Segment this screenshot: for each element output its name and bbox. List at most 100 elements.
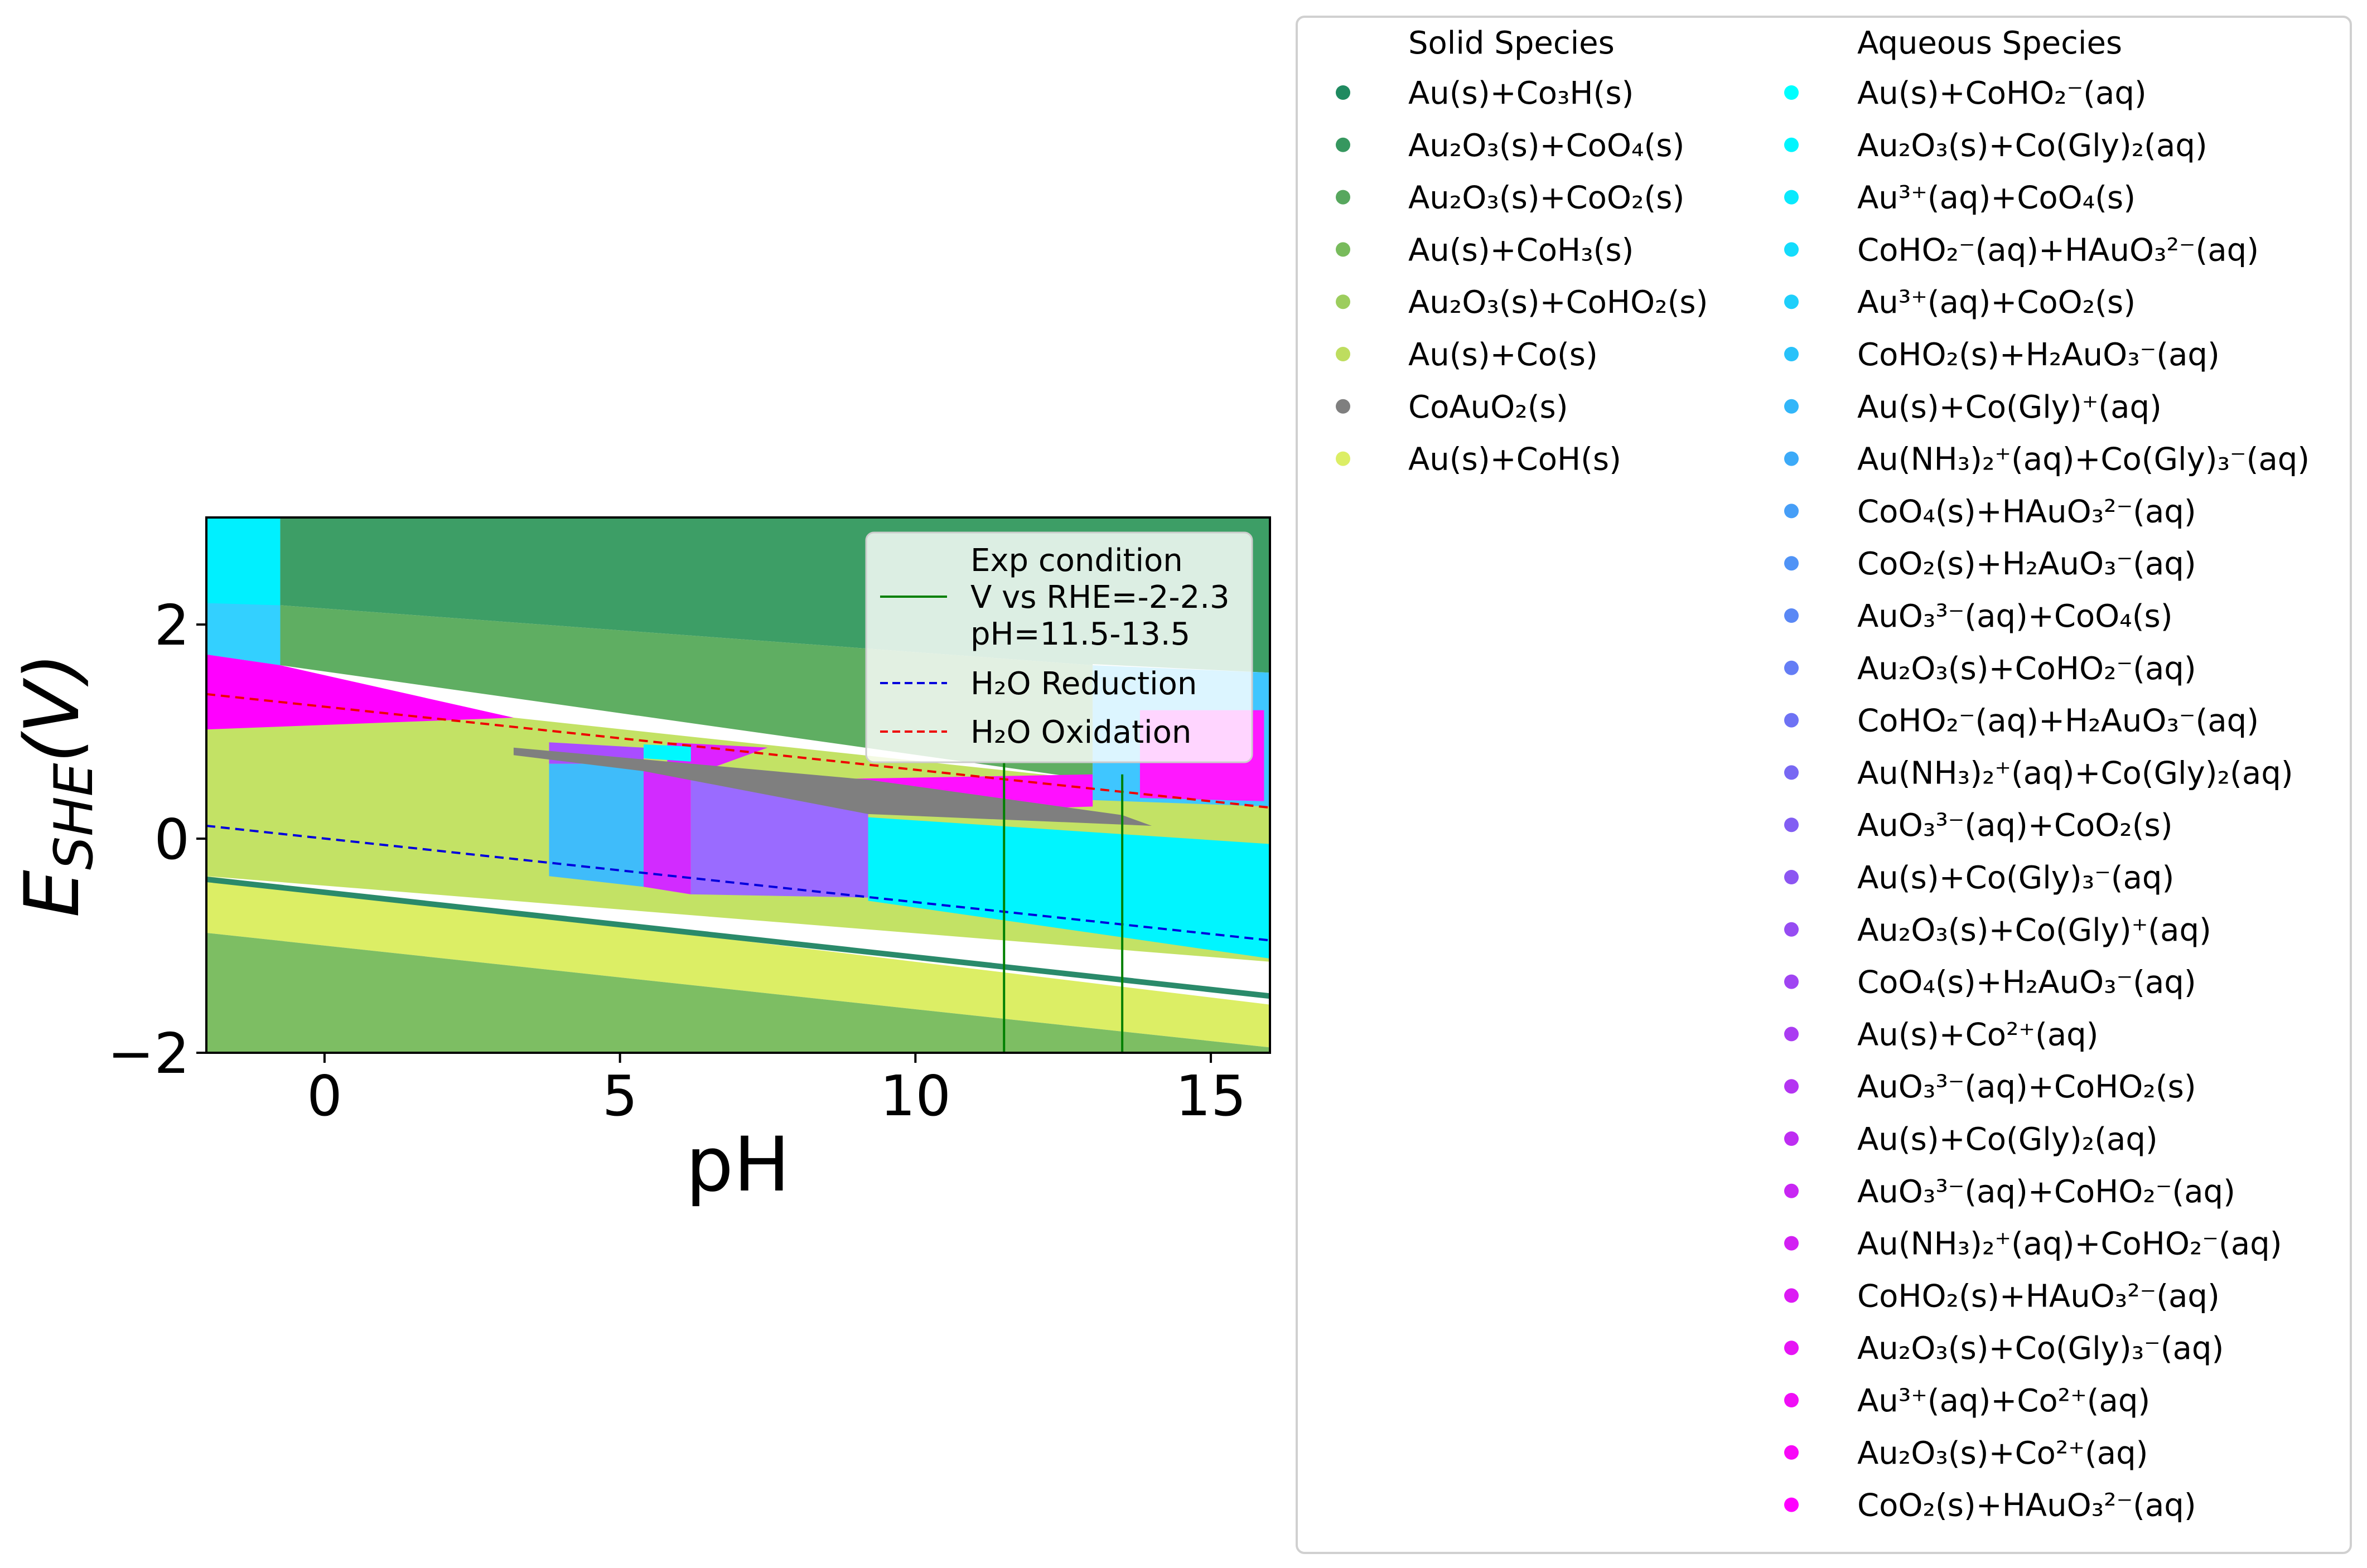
svg-text:ESHE(V): ESHE(V)	[8, 653, 105, 918]
x-tick-label: 0	[307, 1063, 342, 1129]
region-15	[513, 747, 1152, 826]
species-marker	[1784, 242, 1799, 257]
plot-legend-label: H₂O Reduction	[970, 666, 1197, 702]
species-marker	[1336, 451, 1350, 466]
species-marker	[1784, 713, 1799, 728]
species-marker	[1784, 765, 1799, 780]
species-label: Au(s)+Co(s)	[1408, 337, 1598, 373]
species-label: Au(NH₃)₂⁺(aq)+CoHO₂⁻(aq)	[1857, 1226, 2282, 1262]
species-label: Au³⁺(aq)+Co²⁺(aq)	[1857, 1383, 2150, 1419]
species-marker	[1784, 399, 1799, 414]
species-marker	[1784, 347, 1799, 361]
species-label: Au₂O₃(s)+CoHO₂⁻(aq)	[1857, 651, 2196, 687]
species-marker	[1336, 399, 1350, 414]
species-label: Au³⁺(aq)+CoO₄(s)	[1857, 180, 2136, 216]
species-label: Au(s)+CoHO₂⁻(aq)	[1857, 75, 2147, 112]
species-marker	[1784, 190, 1799, 205]
region-13	[868, 817, 1270, 959]
species-label: AuO₃³⁻(aq)+CoO₂(s)	[1857, 807, 2173, 844]
plot-legend-label: V vs RHE=-2-2.3	[970, 579, 1230, 616]
line-1	[206, 824, 1270, 942]
species-label: Au(s)+Co(Gly)₂(aq)	[1857, 1121, 2158, 1158]
species-marker	[1784, 1183, 1799, 1198]
line-2	[206, 693, 1270, 809]
species-marker	[1336, 294, 1350, 309]
species-marker	[1784, 137, 1799, 152]
species-label: CoHO₂(s)+HAuO₃²⁻(aq)	[1857, 1278, 2220, 1314]
x-tick-label: 5	[602, 1063, 638, 1129]
region-12	[643, 744, 691, 762]
species-label: Au³⁺(aq)+CoO₂(s)	[1857, 284, 2136, 321]
species-marker	[1784, 1445, 1799, 1460]
species-marker	[1784, 1131, 1799, 1146]
species-marker	[1784, 660, 1799, 675]
species-marker	[1784, 922, 1799, 937]
species-marker	[1336, 85, 1350, 100]
plot-frame	[205, 516, 1271, 1054]
species-label: Au(s)+Co(Gly)⁺(aq)	[1857, 389, 2162, 425]
region-11	[667, 742, 768, 770]
y-tick-label: 2	[154, 593, 190, 658]
x-tick-label: 10	[880, 1063, 951, 1129]
species-label: Au₂O₃(s)+CoHO₂(s)	[1408, 284, 1708, 321]
species-marker	[1336, 242, 1350, 257]
species-label: CoO₄(s)+H₂AuO₃⁻(aq)	[1857, 965, 2196, 1001]
species-label: CoO₂(s)+HAuO₃²⁻(aq)	[1857, 1488, 2196, 1524]
plot-legend-box	[865, 531, 1253, 763]
species-label: Au(NH₃)₂⁺(aq)+Co(Gly)₃⁻(aq)	[1857, 442, 2310, 478]
species-marker	[1336, 137, 1350, 152]
species-marker	[1784, 451, 1799, 466]
y-axis-title-main: E	[8, 869, 96, 917]
species-marker	[1336, 347, 1350, 361]
species-label: Au(s)+CoH₃(s)	[1408, 232, 1634, 268]
y-axis-title-sub: SHE	[44, 763, 105, 870]
species-marker	[1784, 1340, 1799, 1356]
boundary-lines	[206, 693, 1270, 1053]
species-marker	[1784, 870, 1799, 884]
aqueous-species-title: Aqueous Species	[1857, 25, 2122, 61]
species-label: Au₂O₃(s)+Co(Gly)⁺(aq)	[1857, 912, 2211, 948]
y-tick-label: −2	[108, 1021, 190, 1086]
species-label: CoO₄(s)+HAuO₃²⁻(aq)	[1857, 493, 2196, 530]
species-label: Au₂O₃(s)+Co(Gly)₃⁻(aq)	[1857, 1330, 2224, 1367]
species-label: Au(s)+Co₃H(s)	[1408, 75, 1634, 112]
solid-species-title: Solid Species	[1408, 25, 1615, 61]
species-marker	[1784, 1497, 1799, 1512]
species-label: Au(s)+CoH(s)	[1408, 442, 1621, 478]
species-legend-box	[1296, 16, 2352, 1554]
species-marker	[1784, 1236, 1799, 1251]
species-label: Au(NH₃)₂⁺(aq)+Co(Gly)₂(aq)	[1857, 755, 2293, 791]
plot-legend-label: pH=11.5-13.5	[970, 616, 1190, 652]
species-label: AuO₃³⁻(aq)+CoO₄(s)	[1857, 598, 2173, 635]
species-marker	[1784, 1027, 1799, 1042]
species-marker	[1336, 190, 1350, 205]
plot-legend-label: H₂O Oxidation	[970, 714, 1191, 751]
species-marker	[1784, 608, 1799, 623]
species-label: Au₂O₃(s)+Co(Gly)₂(aq)	[1857, 128, 2207, 164]
species-marker	[1784, 1393, 1799, 1407]
species-marker	[1784, 1288, 1799, 1303]
species-label: Au₂O₃(s)+Co²⁺(aq)	[1857, 1435, 2148, 1472]
axis-ticks: 0 5 10 15 −2 0 2	[108, 593, 1247, 1129]
species-marker	[1784, 504, 1799, 519]
region-7	[549, 763, 644, 887]
species-label: Au(s)+Co²⁺(aq)	[1857, 1017, 2099, 1053]
species-marker	[1784, 817, 1799, 833]
species-label: AuO₃³⁻(aq)+CoHO₂⁻(aq)	[1857, 1174, 2235, 1210]
y-axis-title-unit: (V)	[8, 653, 96, 763]
species-label: CoAuO₂(s)	[1408, 389, 1568, 425]
y-axis-title: ESHE(V)	[8, 653, 105, 918]
species-label: CoHO₂(s)+H₂AuO₃⁻(aq)	[1857, 337, 2220, 373]
line-0	[206, 876, 1270, 999]
species-marker	[1784, 974, 1799, 989]
x-axis-title: pH	[685, 1121, 790, 1208]
species-marker	[1784, 1079, 1799, 1094]
plot-legend-label: Exp condition	[970, 543, 1183, 579]
species-label: AuO₃³⁻(aq)+CoHO₂(s)	[1857, 1069, 2196, 1105]
species-label: CoHO₂⁻(aq)+HAuO₃²⁻(aq)	[1857, 232, 2259, 268]
species-marker	[1784, 556, 1799, 571]
y-tick-label: 0	[154, 807, 190, 872]
region-9	[643, 761, 691, 894]
